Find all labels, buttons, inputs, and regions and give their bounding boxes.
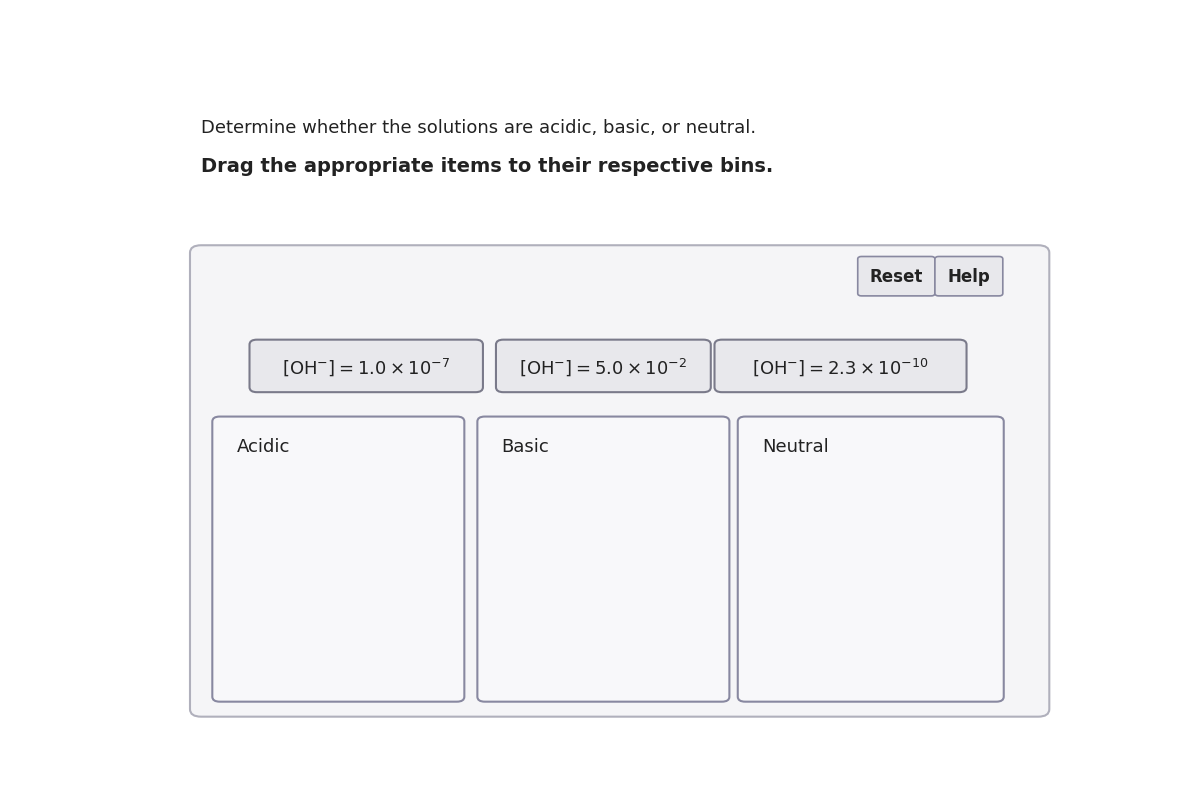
Text: $[\mathrm{OH}^{-}] = 5.0 \times 10^{-2}$: $[\mathrm{OH}^{-}] = 5.0 \times 10^{-2}$ <box>520 356 688 377</box>
Text: Drag the appropriate items to their respective bins.: Drag the appropriate items to their resp… <box>202 157 774 176</box>
FancyBboxPatch shape <box>250 341 482 393</box>
Text: $[\mathrm{OH}^{-}] = 2.3 \times 10^{-10}$: $[\mathrm{OH}^{-}] = 2.3 \times 10^{-10}… <box>752 356 929 377</box>
FancyBboxPatch shape <box>212 417 464 702</box>
Text: Help: Help <box>948 268 990 285</box>
FancyBboxPatch shape <box>190 246 1049 717</box>
FancyBboxPatch shape <box>738 417 1003 702</box>
Text: Reset: Reset <box>870 268 923 285</box>
FancyBboxPatch shape <box>478 417 730 702</box>
Text: Determine whether the solutions are acidic, basic, or neutral.: Determine whether the solutions are acid… <box>202 119 756 137</box>
Text: $[\mathrm{OH}^{-}] = 1.0 \times 10^{-7}$: $[\mathrm{OH}^{-}] = 1.0 \times 10^{-7}$ <box>282 356 450 377</box>
FancyBboxPatch shape <box>496 341 710 393</box>
Text: Neutral: Neutral <box>762 438 829 456</box>
FancyBboxPatch shape <box>935 257 1003 297</box>
FancyBboxPatch shape <box>858 257 935 297</box>
Text: Basic: Basic <box>502 438 550 456</box>
FancyBboxPatch shape <box>714 341 966 393</box>
Text: Acidic: Acidic <box>236 438 290 456</box>
